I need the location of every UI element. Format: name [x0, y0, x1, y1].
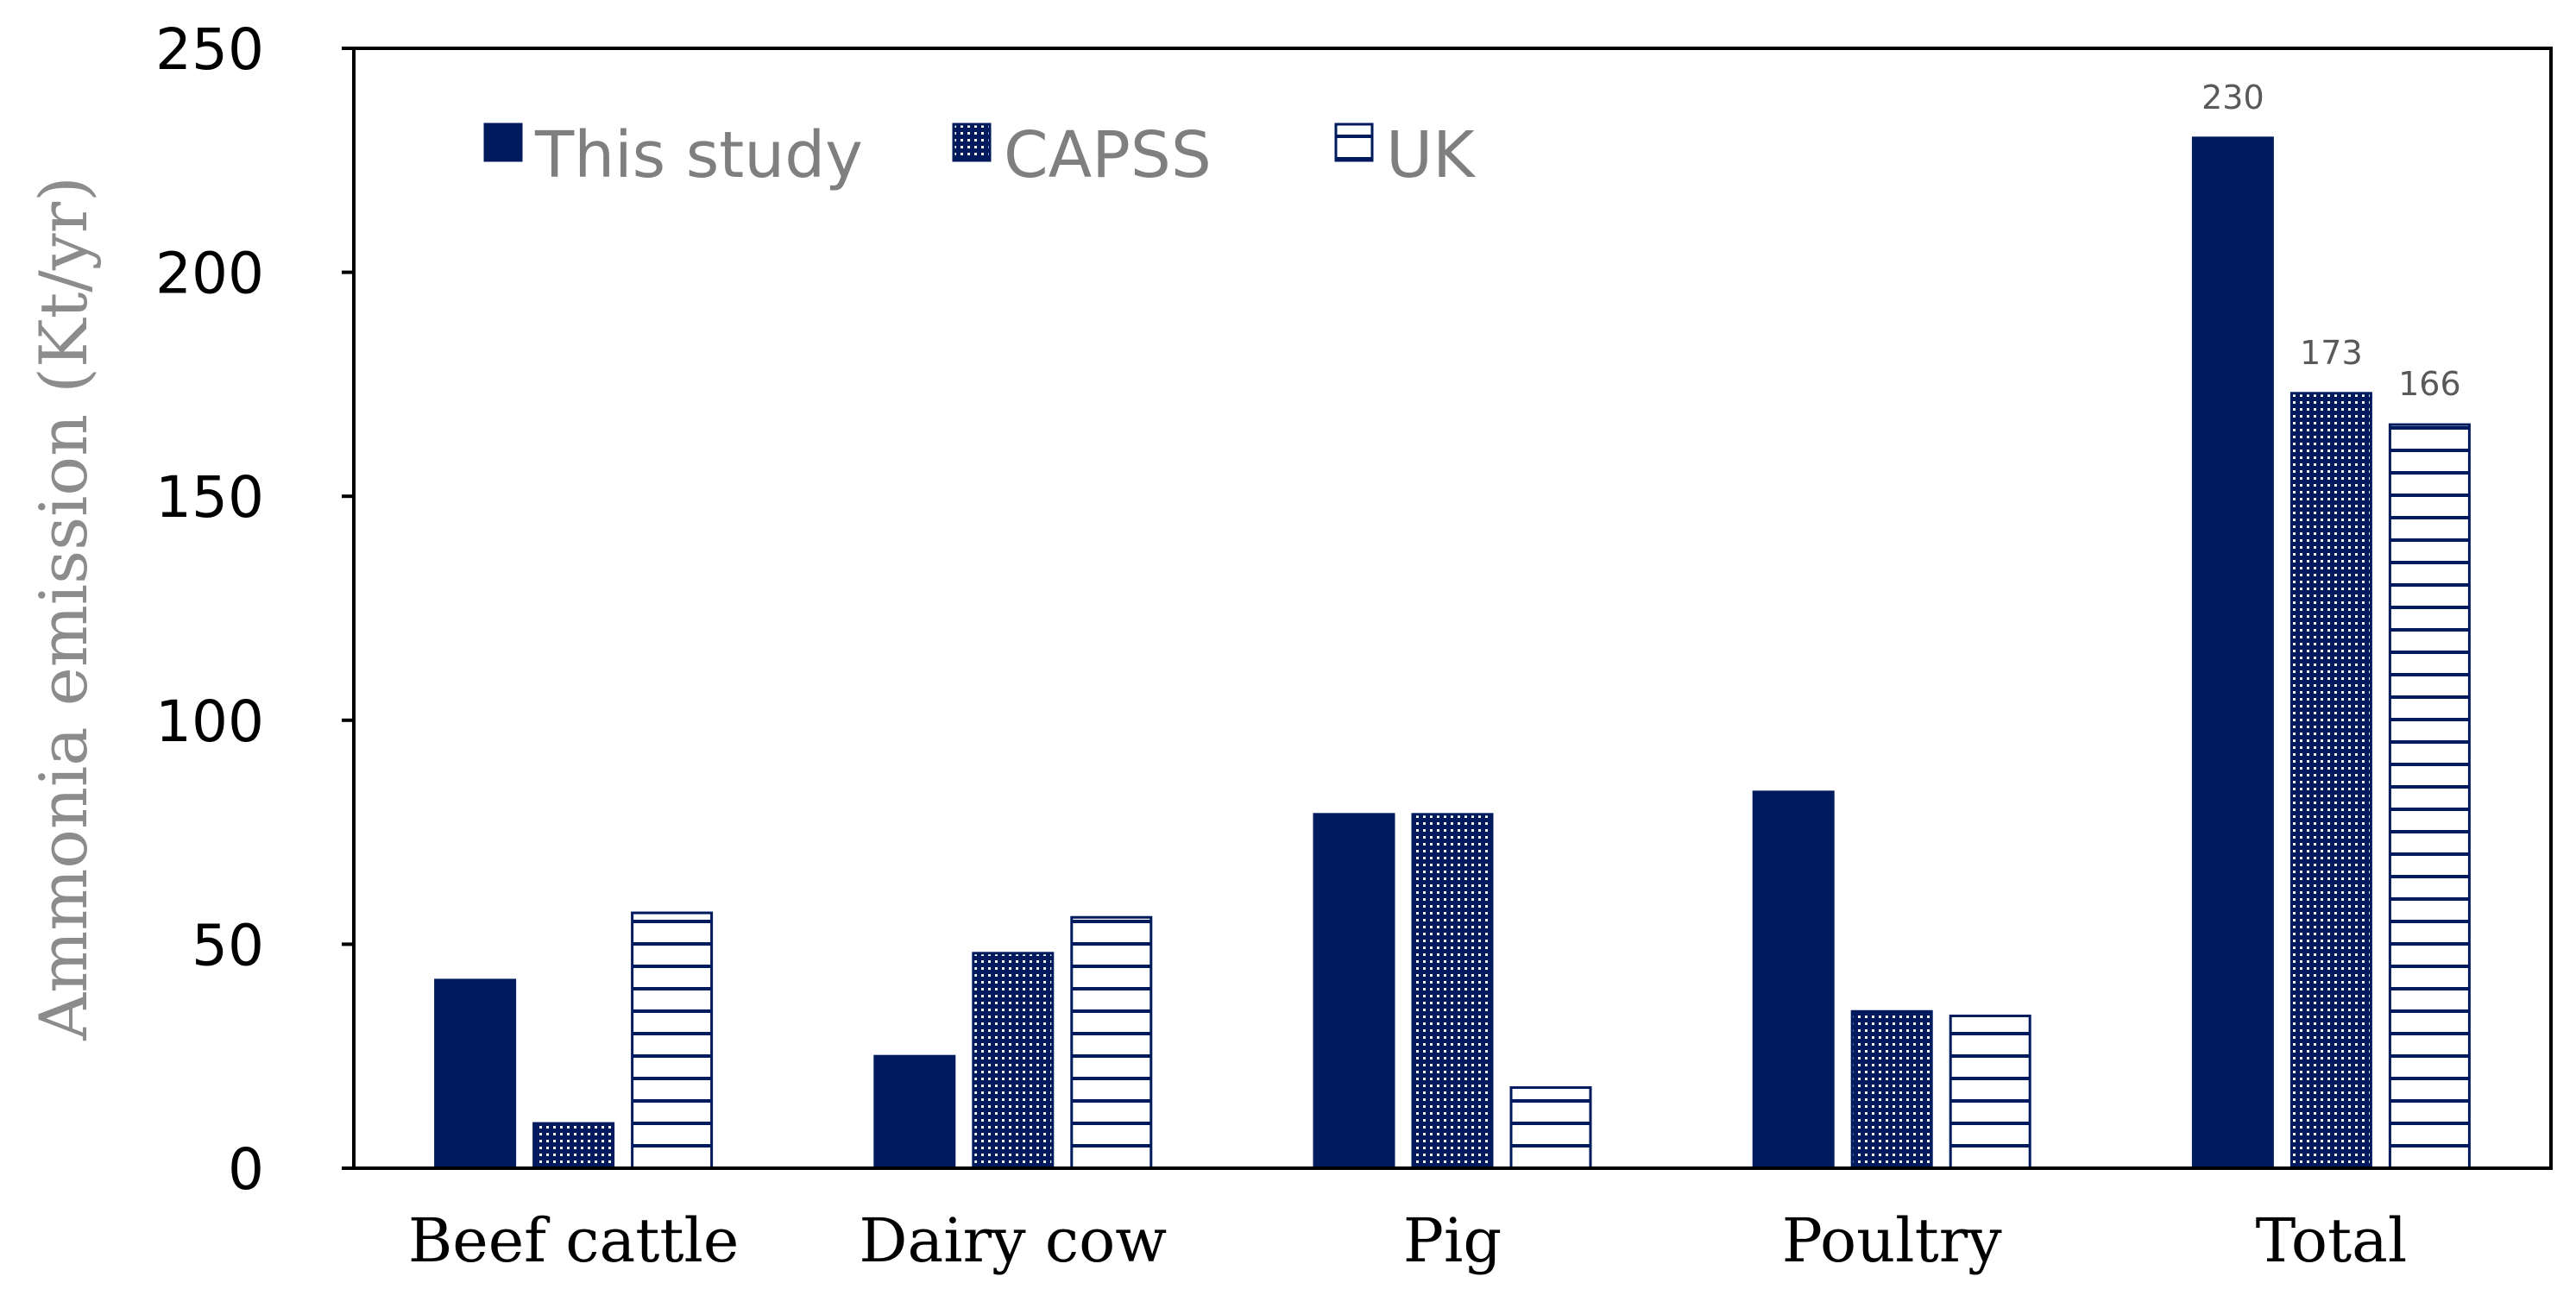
- y-axis-ticks: 0 50 100 150 200 250: [155, 16, 354, 1203]
- data-label: 230: [2201, 79, 2264, 116]
- bar-uk: [2388, 423, 2471, 1170]
- legend: This study CAPSS UK: [483, 118, 1477, 192]
- x-tick-label: Poultry: [1782, 1205, 2002, 1276]
- y-axis-label: Ammonia emission (Kt/yr): [25, 176, 102, 1041]
- y-tick-label: 50: [192, 912, 264, 978]
- bar-capss: [1411, 813, 1494, 1170]
- bar-capss: [2289, 392, 2372, 1170]
- bar-capss: [972, 952, 1055, 1170]
- y-tick-label: 250: [155, 16, 264, 83]
- legend-swatch-uk: [1334, 123, 1374, 162]
- legend-swatch-capss: [952, 123, 992, 162]
- bar-this-study: [2191, 136, 2274, 1170]
- data-label: 173: [2300, 334, 2363, 372]
- bar-uk: [1509, 1086, 1592, 1170]
- x-tick-label: Dairy cow: [859, 1205, 1167, 1276]
- bar-this-study: [1313, 813, 1395, 1170]
- x-tick-label: Total: [2256, 1205, 2408, 1276]
- x-axis-ticks: Beef cattle Dairy cow Pig Poultry Total: [408, 1205, 2407, 1276]
- y-tick-label: 150: [155, 464, 264, 531]
- bar-uk: [631, 911, 714, 1170]
- bar-uk: [1949, 1014, 2031, 1170]
- data-label: 166: [2398, 365, 2461, 403]
- bar-this-study: [873, 1054, 956, 1170]
- x-tick-label: Beef cattle: [408, 1205, 739, 1276]
- legend-label: UK: [1386, 118, 1477, 192]
- y-tick-label: 0: [228, 1136, 264, 1203]
- bar-this-study: [1752, 790, 1835, 1170]
- data-labels: 230 173 166: [2201, 79, 2461, 403]
- bar-uk: [1070, 915, 1153, 1170]
- y-tick-label: 200: [155, 241, 264, 307]
- bar-capss: [1850, 1009, 1933, 1170]
- bar-capss: [532, 1122, 615, 1170]
- x-tick-label: Pig: [1403, 1205, 1502, 1276]
- legend-swatch-this-study: [483, 123, 523, 162]
- y-tick-label: 100: [155, 689, 264, 755]
- plot-area-frame: [352, 47, 2553, 1170]
- legend-label: This study: [534, 118, 863, 192]
- legend-label: CAPSS: [1004, 118, 1212, 192]
- bars: [434, 136, 2471, 1170]
- bar-this-study: [434, 978, 517, 1170]
